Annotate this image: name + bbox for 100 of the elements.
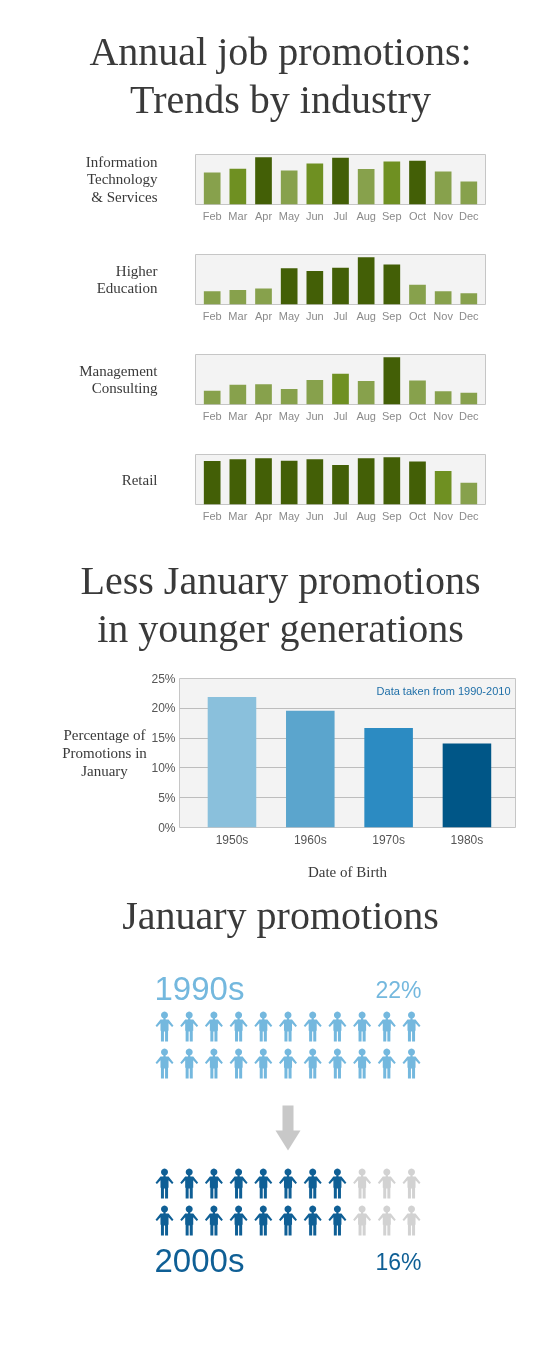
x-tick-label: Nov — [433, 509, 454, 522]
bar — [280, 268, 298, 305]
bar — [255, 157, 272, 205]
x-tick-label: May — [278, 309, 301, 322]
chart-title: Less January promotions in younger generations — [80, 558, 481, 651]
bar — [229, 168, 247, 205]
x-tick-label: Apr — [254, 409, 273, 422]
bar — [306, 379, 324, 405]
x-tick-label: Dec — [459, 209, 480, 222]
bar — [203, 291, 221, 305]
bar — [434, 471, 452, 505]
bar — [255, 458, 272, 505]
x-tick-label: Dec — [459, 409, 480, 422]
bar — [229, 289, 247, 305]
x-tick-label: Feb — [202, 409, 222, 422]
x-tick-label: Mar — [228, 409, 248, 422]
y-tick-label: 5% — [158, 790, 176, 805]
bar — [409, 380, 426, 405]
x-tick-label: Sep — [382, 209, 402, 222]
x-tick-label: Jul — [333, 209, 348, 222]
y-tick-label: 25% — [151, 671, 176, 686]
y-tick-label: 10% — [151, 760, 176, 775]
x-tick-label: Sep — [382, 509, 402, 522]
x-tick-label: Oct — [408, 509, 427, 522]
data-label: 16% — [375, 1249, 422, 1275]
x-tick-label: 1970s — [372, 832, 405, 847]
x-tick-label: Aug — [356, 409, 376, 422]
x-tick-label: Dec — [459, 509, 480, 522]
text: January promotions — [122, 893, 439, 938]
bar — [434, 171, 452, 205]
bar — [229, 384, 247, 405]
x-tick-label: Feb — [202, 209, 222, 222]
x-axis-title: Date of Birth — [307, 863, 388, 880]
bar — [409, 284, 426, 305]
bar — [280, 388, 298, 405]
x-tick-label: Oct — [408, 209, 427, 222]
y-axis-title: Management Consulting — [79, 362, 159, 397]
x-tick-label: Sep — [382, 409, 402, 422]
bar — [383, 161, 401, 205]
bar — [306, 271, 324, 305]
y-tick-label: 0% — [158, 820, 176, 835]
bar — [383, 264, 401, 305]
bar — [460, 482, 478, 505]
bar — [280, 460, 298, 505]
x-tick-label: Jun — [305, 309, 324, 322]
bar — [332, 267, 349, 305]
x-tick-label: Apr — [254, 309, 273, 322]
bar — [306, 163, 324, 205]
x-tick-label: Nov — [433, 409, 454, 422]
bar — [332, 464, 349, 505]
category-label: 2000s — [154, 1241, 245, 1279]
y-axis-title: Retail — [121, 471, 158, 488]
bar — [203, 172, 221, 205]
y-axis-title: Percentage of Promotions in January — [62, 726, 148, 780]
x-tick-label: May — [278, 509, 301, 522]
x-tick-label: Sep — [382, 309, 402, 322]
bar — [460, 392, 478, 405]
x-tick-label: Jul — [333, 509, 348, 522]
x-tick-label: Oct — [408, 409, 427, 422]
category-label: 1990s — [154, 969, 245, 1007]
bar — [460, 181, 478, 205]
x-tick-label: 1980s — [450, 832, 484, 847]
x-tick-label: Jul — [333, 409, 348, 422]
bar — [280, 170, 298, 205]
x-tick-label: Jun — [305, 209, 324, 222]
x-tick-label: Aug — [356, 309, 376, 322]
bar — [383, 357, 401, 405]
bar — [203, 461, 221, 505]
bar — [306, 459, 324, 505]
x-tick-label: Nov — [433, 309, 454, 322]
x-tick-label: 1950s — [215, 832, 249, 847]
bar — [357, 458, 375, 505]
bar — [203, 390, 221, 405]
bar — [332, 373, 349, 405]
bar — [434, 391, 452, 405]
x-tick-label: Apr — [254, 209, 273, 222]
bar — [357, 257, 375, 305]
bar — [357, 169, 375, 205]
x-tick-label: May — [278, 409, 301, 422]
bar — [442, 743, 492, 828]
x-tick-label: Jun — [305, 509, 324, 522]
bar — [357, 380, 375, 405]
bar — [460, 293, 478, 305]
x-tick-label: Nov — [433, 209, 454, 222]
annotation: Data taken from 1990-2010 — [376, 684, 511, 697]
chart-title: Annual job promotions: Trends by industry — [89, 29, 472, 122]
bar — [207, 696, 257, 828]
x-tick-label: Dec — [459, 309, 480, 322]
bar — [364, 727, 413, 828]
bar — [286, 710, 335, 828]
bar — [409, 160, 426, 205]
x-tick-label: Apr — [254, 509, 273, 522]
x-tick-label: Mar — [228, 209, 248, 222]
x-tick-label: Mar — [228, 509, 248, 522]
bar — [255, 288, 272, 305]
y-axis-title: Information Technology & Services — [85, 154, 158, 205]
bar — [434, 291, 452, 305]
bar — [383, 457, 401, 505]
x-tick-label: Oct — [408, 309, 427, 322]
x-tick-label: May — [278, 209, 301, 222]
